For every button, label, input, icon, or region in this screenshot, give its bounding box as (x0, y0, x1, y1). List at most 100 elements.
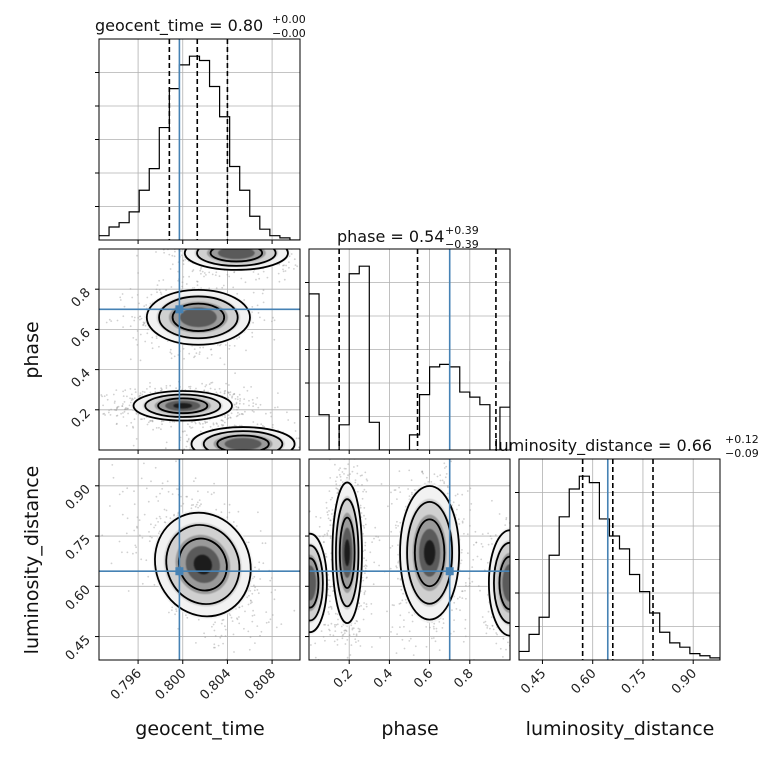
sample-point (360, 604, 362, 607)
sample-point (162, 279, 165, 281)
sample-point (222, 420, 224, 422)
sample-point (190, 459, 192, 461)
sample-point (407, 488, 409, 490)
sample-point (203, 420, 206, 423)
sample-point (279, 462, 281, 464)
sample-point (235, 241, 237, 243)
sample-point (374, 526, 377, 529)
sample-point (270, 415, 273, 418)
sample-point (380, 483, 383, 485)
sample-point (461, 441, 463, 443)
sample-point (197, 490, 199, 493)
sample-point (247, 630, 250, 633)
sample-point (297, 437, 300, 440)
sample-point (347, 474, 349, 477)
sample-point (446, 485, 449, 487)
sample-point (137, 272, 140, 274)
sample-point (273, 319, 276, 322)
sample-point (236, 618, 239, 621)
sample-point (251, 409, 254, 412)
sample-point (199, 346, 202, 349)
sample-point (225, 237, 227, 239)
sample-point (228, 348, 231, 350)
sample-point (324, 663, 326, 665)
sample-point (118, 540, 121, 543)
sample-point (180, 456, 182, 458)
sample-point (421, 470, 423, 473)
sample-point (463, 518, 465, 520)
sample-point (194, 477, 197, 480)
sample-point (337, 618, 339, 621)
sample-point (211, 244, 213, 246)
sample-point (167, 490, 170, 493)
sample-point (246, 596, 249, 599)
sample-point (334, 625, 336, 628)
sample-point (190, 421, 193, 423)
sample-point (359, 504, 362, 507)
sample-point (198, 422, 201, 424)
contour-line (202, 430, 284, 450)
sample-point (349, 454, 351, 456)
sample-point (182, 259, 185, 262)
sample-point (191, 244, 193, 246)
sample-point (227, 391, 230, 394)
sample-point (283, 646, 285, 648)
sample-point (191, 460, 193, 462)
sample-point (400, 588, 403, 591)
sample-point (257, 511, 259, 514)
sample-point (188, 275, 191, 278)
sample-point (190, 504, 193, 506)
sample-point (169, 384, 172, 387)
sample-point (256, 461, 258, 463)
sample-point (190, 427, 193, 429)
sample-point (442, 622, 445, 625)
sample-point (115, 423, 118, 425)
title-luminosity-distance: luminosity_distance = 0.66 +0.12 −0.09 (494, 433, 759, 460)
sample-point (329, 524, 332, 526)
sample-point (293, 268, 295, 270)
sample-point (390, 491, 392, 494)
sample-point (275, 242, 277, 244)
sample-point (240, 238, 242, 240)
sample-point (405, 601, 408, 604)
sample-point (331, 496, 333, 499)
sample-point (116, 422, 118, 425)
sample-point (195, 236, 197, 238)
density-level (173, 402, 193, 409)
sample-point (458, 523, 461, 525)
sample-point (159, 291, 162, 294)
sample-point (159, 492, 161, 495)
sample-point (397, 525, 399, 527)
sample-point (238, 402, 241, 405)
sample-point (391, 626, 394, 628)
sample-point (186, 495, 189, 498)
sample-point (112, 476, 115, 479)
sample-point (464, 582, 467, 584)
sample-point (187, 439, 190, 441)
sample-point (136, 525, 138, 528)
sample-point (169, 245, 171, 247)
sample-point (251, 336, 254, 338)
sample-point (149, 385, 151, 388)
sample-point (163, 508, 166, 511)
sample-point (254, 566, 256, 569)
sample-point (155, 337, 158, 339)
sample-point (132, 444, 135, 447)
sample-point (272, 424, 274, 426)
sample-point (333, 640, 336, 643)
sample-point (352, 633, 355, 636)
sample-point (352, 627, 355, 630)
sample-point (169, 351, 172, 354)
sample-point (390, 530, 393, 533)
sample-point (210, 353, 213, 356)
sample-point (205, 454, 207, 456)
sample-point (228, 511, 231, 514)
sample-point (132, 337, 135, 339)
sample-point (329, 519, 332, 522)
sample-point (165, 516, 168, 518)
sample-point (259, 316, 261, 319)
sample-point (136, 254, 138, 257)
sample-point (202, 346, 205, 349)
sample-point (421, 471, 424, 474)
sample-point (329, 535, 332, 538)
